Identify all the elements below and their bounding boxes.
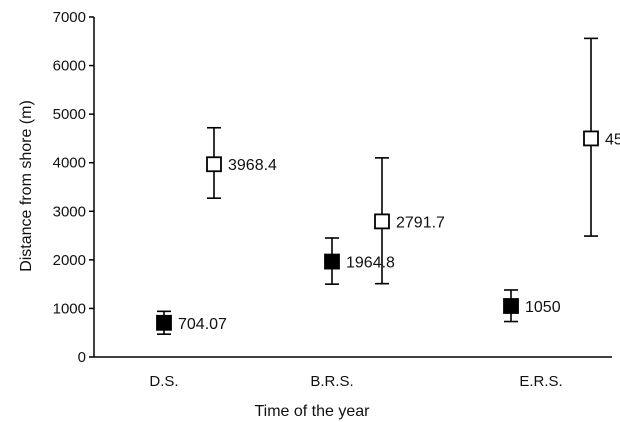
x-tick-label: E.R.S.	[519, 373, 562, 390]
data-point-filled	[156, 314, 172, 331]
data-label: 4500	[605, 131, 620, 148]
x-tick-label: B.R.S.	[310, 373, 353, 390]
y-tick-label: 4000	[53, 155, 86, 172]
chart-marks: 704.07 1964.8 1050 3968.4 2791.7 4500	[156, 37, 620, 335]
y-tick-label: 2000	[53, 252, 86, 269]
data-label: 2791.7	[396, 214, 445, 231]
data-point-open	[206, 156, 222, 173]
data-label: 1050	[525, 299, 561, 316]
y-tick-label: 5000	[53, 106, 86, 123]
y-tick-label: 0	[78, 349, 86, 366]
data-label: 704.07	[178, 316, 227, 333]
data-point-filled	[324, 253, 340, 270]
data-label: 1964.8	[346, 255, 395, 272]
x-axis-title: Time of the year	[254, 403, 370, 420]
axes: 0 1000 2000 3000 4000 5000 6000 7000 D.S. B.R.S. E…	[53, 9, 612, 390]
y-tick-label: 1000	[53, 300, 86, 317]
y-tick-label: 7000	[53, 9, 86, 26]
y-tick-label: 6000	[53, 58, 86, 75]
data-point-filled	[503, 298, 519, 314]
y-tick-label: 3000	[53, 203, 86, 220]
y-axis-title: Distance from shore (m)	[18, 100, 35, 272]
data-label: 3968.4	[228, 157, 277, 174]
x-tick-label: D.S.	[149, 373, 178, 390]
data-point-open	[374, 213, 390, 230]
data-point-open	[583, 130, 599, 147]
